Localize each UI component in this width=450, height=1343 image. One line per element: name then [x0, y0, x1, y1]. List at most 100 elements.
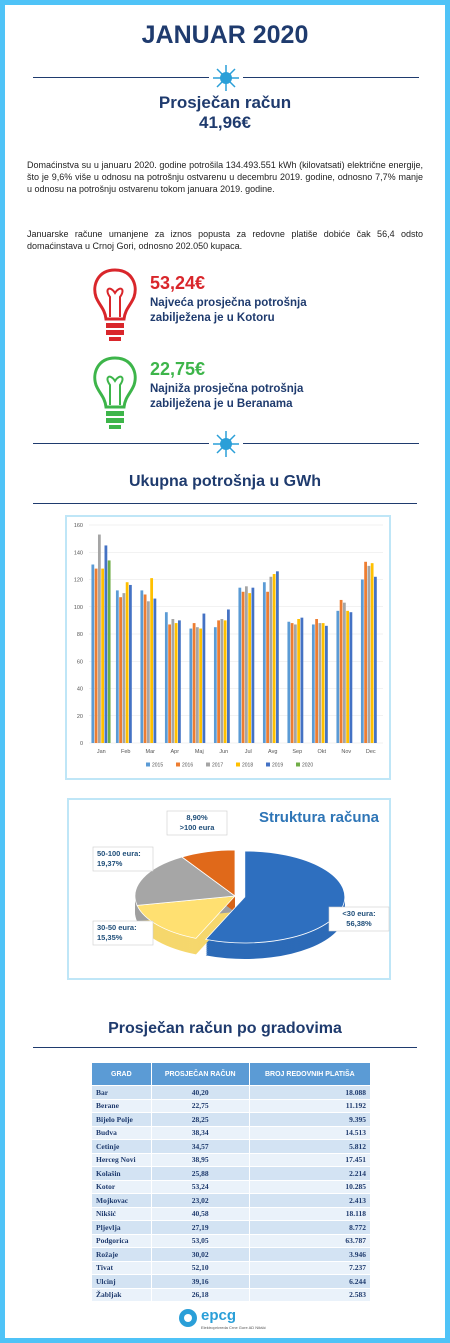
- bar: [94, 568, 98, 743]
- legend-label: 2019: [272, 763, 283, 769]
- divider: [243, 77, 419, 78]
- y-tick-label: 40: [77, 687, 83, 693]
- average: 41,96€: [199, 113, 251, 132]
- bar: [374, 576, 377, 743]
- bar: [97, 534, 101, 743]
- y-tick-label: 60: [77, 659, 83, 665]
- x-tick-label: Sep: [292, 749, 302, 755]
- section-title: Prosječan račun po gradovima: [108, 1020, 342, 1037]
- slice-label: 50-100 eura:: [97, 849, 141, 858]
- bar: [174, 623, 178, 743]
- bar: [213, 627, 217, 743]
- bar: [119, 597, 122, 743]
- y-tick-label: 0: [80, 741, 83, 747]
- table-row: Nikšić 40,58 18.118: [91, 1206, 372, 1221]
- bar: [364, 561, 367, 743]
- table-row: Rožaje 30,02 3.946: [91, 1247, 372, 1262]
- table-cell: 11.192: [248, 1098, 372, 1113]
- max-value: 53,24€: [150, 273, 206, 293]
- table-row: Pljevlja 27,19 8.772: [91, 1220, 372, 1235]
- pie-chart: Struktura računa <30 eura:56,38% 30-50 eu…: [67, 798, 391, 980]
- table-row: Žabljak 26,18 2.583: [91, 1287, 372, 1302]
- table-cell: 39,16: [150, 1274, 250, 1289]
- table-cell: Ulcinj: [91, 1274, 152, 1289]
- label-box: [92, 920, 154, 946]
- table-cell: 5.812: [248, 1139, 372, 1154]
- bar: [342, 602, 346, 743]
- bar: [269, 576, 273, 743]
- legend-swatch: [146, 762, 150, 767]
- max-text: Najveća prosječna potrošnja zabilježena …: [150, 297, 307, 324]
- table-cell: 34,57: [150, 1139, 250, 1154]
- table-cell: 26,18: [150, 1287, 250, 1302]
- table-cell: Bar: [91, 1085, 152, 1100]
- sun-icon: [213, 65, 239, 91]
- table-row: Herceg Novi 38,95 17.451: [91, 1152, 372, 1167]
- y-tick-label: 140: [74, 550, 83, 556]
- y-tick-label: 160: [74, 523, 83, 529]
- table-cell: 18.088: [248, 1085, 372, 1100]
- legend-swatch: [266, 762, 270, 767]
- bar: [129, 584, 132, 743]
- table-row: Budva 38,34 14.513: [91, 1125, 372, 1140]
- divider: [243, 443, 419, 444]
- bar: [115, 590, 119, 743]
- bar: [91, 564, 95, 743]
- table-cell: Berane: [91, 1098, 152, 1113]
- table-cell: 9.395: [248, 1112, 372, 1127]
- bar: [125, 582, 129, 743]
- bar: [325, 625, 328, 743]
- legend-swatch: [296, 762, 300, 767]
- bar: [178, 620, 181, 743]
- column-header: GRAD: [91, 1062, 152, 1086]
- bulb-icon: [93, 356, 137, 429]
- table-cell: Cetinje: [91, 1139, 152, 1154]
- table-cell: 8.772: [248, 1220, 372, 1235]
- bar: [248, 593, 252, 743]
- label-box: [92, 846, 154, 872]
- table-cell: Pljevlja: [91, 1220, 152, 1235]
- x-tick-label: Feb: [121, 749, 130, 755]
- table-cell: 28,25: [150, 1112, 250, 1127]
- bar: [266, 591, 269, 743]
- org-name: Elektroprivreda Crne Gore AD Nikšić: [201, 1325, 266, 1330]
- bar: [300, 617, 304, 743]
- x-tick-label: Jan: [97, 749, 106, 755]
- slice-label: 19,37%: [97, 859, 123, 868]
- bar: [339, 599, 343, 743]
- table-cell: 53,05: [150, 1233, 250, 1248]
- logo-text: epcg: [201, 1307, 237, 1324]
- x-tick-label: Jul: [245, 749, 252, 755]
- table-row: Berane 22,75 11.192: [91, 1098, 372, 1113]
- bar: [321, 623, 325, 743]
- y-tick-label: 20: [77, 714, 83, 720]
- bar: [217, 620, 220, 743]
- logo-icon: [179, 1309, 197, 1327]
- title: JANUAR 2020: [141, 21, 309, 49]
- column-header: PROSJEČAN RAČUN: [150, 1062, 250, 1086]
- bar: [290, 623, 294, 743]
- column-header: BROJ REDOVNIH PLATIŠA: [248, 1062, 372, 1086]
- table-cell: Podgorica: [91, 1233, 152, 1248]
- x-tick-label: Dec: [366, 749, 376, 755]
- table-cell: Mojkovac: [91, 1193, 152, 1208]
- bar: [315, 619, 318, 743]
- table-cell: Budva: [91, 1125, 152, 1140]
- bar: [146, 601, 150, 743]
- table-cell: 25,88: [150, 1166, 250, 1181]
- table-row: Bar 40,20 18.088: [91, 1085, 372, 1100]
- table-row: Kolašin 25,88 2.214: [91, 1166, 372, 1181]
- table-cell: 63.787: [248, 1233, 372, 1248]
- slice-label: >100 eura: [180, 823, 216, 832]
- city-table: GRAD PROSJEČAN RAČUN BROJ REDOVNIH PLATIŠA…: [91, 1062, 372, 1302]
- table-cell: Herceg Novi: [91, 1152, 152, 1167]
- table-cell: 40,20: [150, 1085, 250, 1100]
- table-cell: 17.451: [248, 1152, 372, 1167]
- divider: [33, 77, 209, 78]
- divider: [33, 443, 209, 444]
- table-row: Podgorica 53,05 63.787: [91, 1233, 372, 1248]
- x-tick-label: Jun: [219, 749, 228, 755]
- bar: [244, 586, 248, 743]
- legend-label: 2018: [242, 763, 253, 769]
